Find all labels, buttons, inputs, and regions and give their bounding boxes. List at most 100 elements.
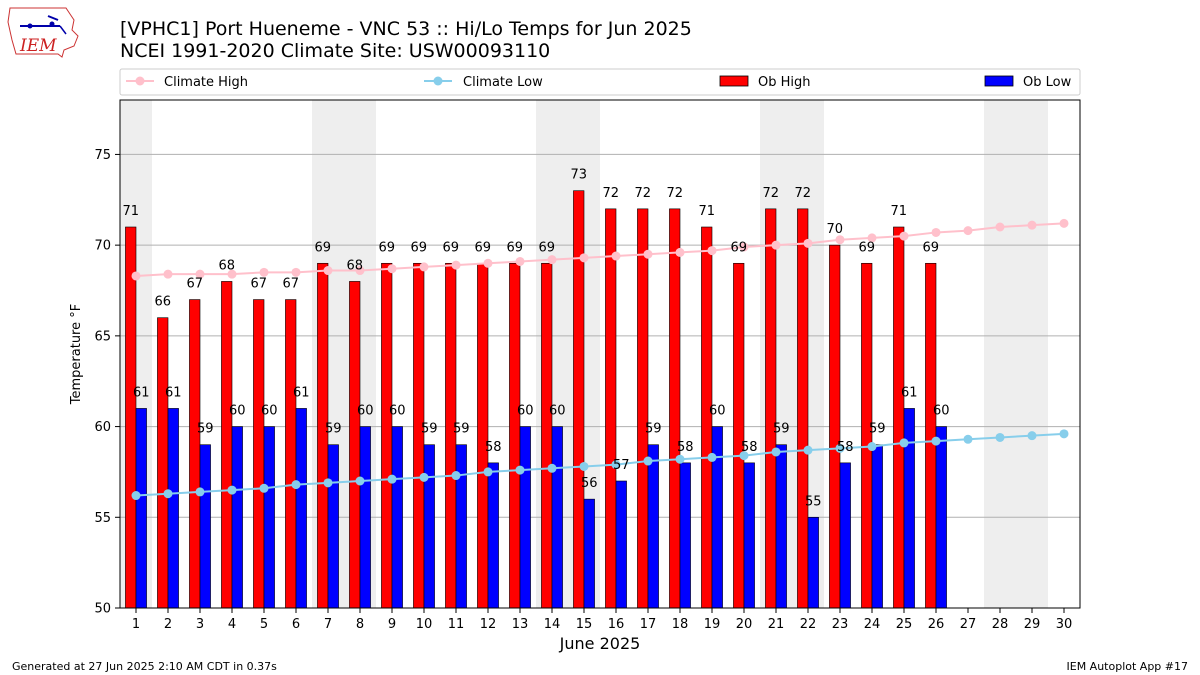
x-axis: 1 2 3 4 5 6 7 8 9 10 11 12 13 14 15 16 17 18 19 20 21 22 23 24 2… <box>132 608 1072 632</box>
legend-item-climate-high: Climate High <box>126 75 248 90</box>
ob-low-label-day-25: 61 <box>901 385 918 400</box>
ob-high-bar-day-12 <box>477 262 489 609</box>
ob-low-bar-day-20 <box>743 462 755 609</box>
x-tick-label-16: 16 <box>608 617 625 632</box>
climate-high-point-day-2 <box>163 269 173 279</box>
ob-low-bar-day-13 <box>519 426 531 609</box>
climate-low-point-day-14 <box>547 463 557 473</box>
climate-low-line <box>135 432 1065 497</box>
ob-low-bar-day-1 <box>135 408 147 609</box>
ob-low-label-day-19: 60 <box>709 404 726 419</box>
climate-high-point-day-1 <box>131 271 141 281</box>
climate-high-line <box>135 222 1065 277</box>
climate-low-point-day-21 <box>771 447 781 457</box>
ob-low-bar-day-4 <box>231 426 243 609</box>
ob-high-label-day-22: 72 <box>794 186 811 201</box>
ob-low-label-day-9: 60 <box>389 404 406 419</box>
ob-low-label-day-16: 57 <box>613 458 630 473</box>
x-tick-label-30: 30 <box>1056 617 1073 632</box>
ob-high-label-day-17: 72 <box>634 186 651 201</box>
climate-high-point-day-8 <box>355 266 365 276</box>
ob-high-label-day-19: 71 <box>698 204 715 219</box>
legend-label-ob-high: Ob High <box>758 75 811 90</box>
x-tick-label-3: 3 <box>196 617 204 632</box>
ob-low-label-day-17: 59 <box>645 422 662 437</box>
ob-low-bar-day-7 <box>327 444 339 609</box>
ob-high-bar-day-22 <box>797 208 809 609</box>
climate-low-point-day-8 <box>355 476 365 486</box>
ob-low-label-day-8: 60 <box>357 404 374 419</box>
ob-low-label-day-26: 60 <box>933 404 950 419</box>
ob-low-label-day-11: 59 <box>453 422 470 437</box>
x-tick-label-22: 22 <box>800 617 817 632</box>
climate-low-point-day-23 <box>835 443 845 453</box>
x-tick-label-9: 9 <box>388 617 396 632</box>
ob-low-bar-day-26 <box>935 426 947 609</box>
ob-high-bar-day-6 <box>285 299 297 609</box>
footer-generated: Generated at 27 Jun 2025 2:10 AM CDT in … <box>12 660 277 673</box>
x-tick-label-21: 21 <box>768 617 785 632</box>
ob-high-bar-day-18 <box>669 208 681 609</box>
legend-frame <box>119 68 1081 96</box>
ob-high-bar-day-15 <box>573 190 585 609</box>
legend-label-climate-low: Climate Low <box>463 75 543 90</box>
ob-high-label-day-3: 67 <box>186 277 203 292</box>
climate-high-point-day-5 <box>259 267 269 277</box>
ob-high-bar-day-26 <box>925 262 937 609</box>
x-tick-label-12: 12 <box>480 617 497 632</box>
ob-high-label-day-15: 73 <box>570 168 587 183</box>
climate-high-point-day-11 <box>451 260 461 270</box>
climate-high-point-day-27 <box>963 226 973 236</box>
ob-low-label-day-6: 61 <box>293 385 310 400</box>
ob-low-bar-day-18 <box>679 462 691 609</box>
climate-low-point-day-28 <box>995 432 1005 442</box>
ob-high-bar-day-25 <box>893 226 905 609</box>
ob-low-bar-day-9 <box>391 426 403 609</box>
ob-high-label-day-13: 69 <box>506 240 523 255</box>
plot-frame <box>119 99 1081 609</box>
x-tick-label-2: 2 <box>164 617 172 632</box>
climate-low-point-day-13 <box>515 465 525 475</box>
ob-low-bar-day-17 <box>647 444 659 609</box>
x-tick-label-10: 10 <box>416 617 433 632</box>
climate-high-point-day-10 <box>419 262 429 272</box>
ob-low-label-day-7: 59 <box>325 422 342 437</box>
ob-low-bar-day-5 <box>263 426 275 609</box>
ob-high-label-day-26: 69 <box>922 240 939 255</box>
climate-low-point-day-2 <box>163 489 173 499</box>
legend-label-climate-high: Climate High <box>164 75 248 90</box>
ob-low-label-day-10: 59 <box>421 422 438 437</box>
iem-logo: IEM <box>7 7 79 58</box>
climate-low-point-day-4 <box>227 485 237 495</box>
climate-low-point-day-6 <box>291 480 301 490</box>
ob-high-label-day-10: 69 <box>410 240 427 255</box>
x-axis-label: June 2025 <box>559 634 641 653</box>
ob-high-label-day-21: 72 <box>762 186 779 201</box>
y-tick-label-75: 75 <box>94 148 111 163</box>
ob-high-bar-day-8 <box>349 281 361 609</box>
ob-low-label-day-24: 59 <box>869 422 886 437</box>
climate-high-point-day-3 <box>195 269 205 279</box>
ob-low-label-day-15: 56 <box>581 476 598 491</box>
ob-low-label-day-14: 60 <box>549 404 566 419</box>
x-tick-label-27: 27 <box>960 617 977 632</box>
ob-high-bar-day-20 <box>733 262 745 609</box>
climate-high-point-day-15 <box>579 253 589 263</box>
climate-high-point-day-9 <box>387 264 397 274</box>
ob-low-bar-day-12 <box>487 462 499 609</box>
legend-label-ob-low: Ob Low <box>1023 75 1072 90</box>
climate-low-point-day-20 <box>739 451 749 461</box>
x-tick-label-19: 19 <box>704 617 721 632</box>
climate-high-point-day-13 <box>515 256 525 266</box>
y-tick-label-65: 65 <box>94 329 111 344</box>
ob-low-bar-day-8 <box>359 426 371 609</box>
ob-high-label-day-4: 68 <box>218 258 235 273</box>
ob-low-bar-day-22 <box>807 516 819 609</box>
climate-lines <box>131 218 1069 501</box>
legend-item-ob-low: Ob Low <box>984 75 1072 90</box>
climate-high-point-day-7 <box>323 266 333 276</box>
climate-low-point-day-3 <box>195 487 205 497</box>
climate-high-point-day-18 <box>675 247 685 257</box>
y-tick-label-55: 55 <box>94 511 111 526</box>
